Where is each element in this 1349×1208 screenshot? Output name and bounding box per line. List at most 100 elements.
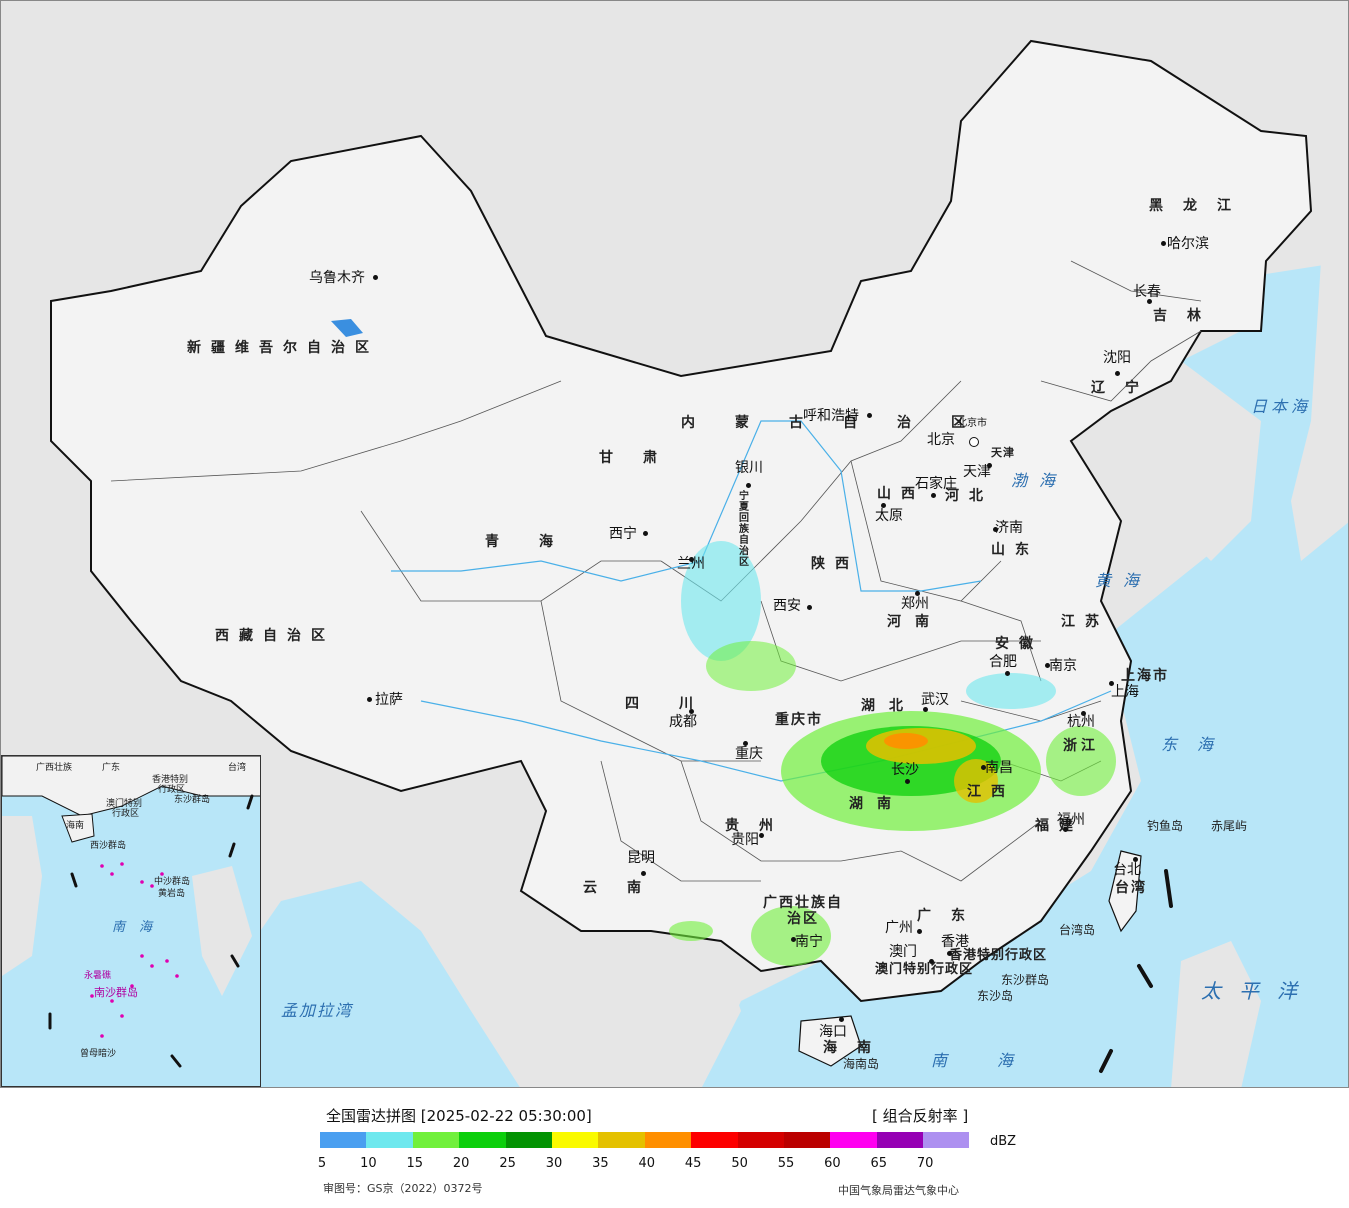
city-dot [1063, 827, 1068, 832]
review-number: 审图号：GS京（2022）0372号 [323, 1182, 483, 1195]
credit-text: 中国气象局雷达气象中心 [838, 1184, 959, 1197]
legend-product: [ 组合反射率 ] [872, 1107, 969, 1125]
city-dot [373, 275, 378, 280]
color-scale-segment [783, 1132, 831, 1148]
island-label-dongsha-islands: 东沙群岛 [1001, 973, 1050, 987]
city-label-hohhot: 呼和浩特 [803, 408, 859, 424]
city-label-changsha: 长沙 [891, 762, 919, 778]
color-scale-tick-label: 40 [638, 1156, 656, 1171]
city-dot [367, 697, 372, 702]
color-scale-tick-label: 60 [824, 1156, 841, 1171]
sea-label-japan: 日本海 [1251, 397, 1312, 416]
inset-label-huangyan: 黄岩岛 [158, 889, 186, 899]
province-label-ningxia: 宁夏回族自治区 [739, 491, 749, 568]
city-dot [1115, 371, 1120, 376]
province-label-shaanxi: 陕西 [811, 556, 859, 572]
city-dot [759, 833, 764, 838]
province-label-anhui: 安徽 [995, 636, 1043, 652]
capital-marker [969, 437, 979, 447]
city-label-taiyuan: 太原 [875, 508, 903, 524]
city-dot [987, 463, 992, 468]
inset-label-guangxi: 广西壮族 [36, 763, 73, 773]
province-label-shanghai: 上海市 [1121, 668, 1169, 684]
island-label-hainan: 海南岛 [843, 1057, 880, 1071]
city-dot [807, 605, 812, 610]
city-label-shijiazhuang: 石家庄 [915, 476, 957, 492]
color-scale-segment [598, 1132, 645, 1148]
province-label-guangxi: 广西壮族自治区 [763, 895, 843, 927]
land-japan [1291, 242, 1348, 561]
inset-label-xisha: 西沙群岛 [90, 841, 127, 851]
city-label-guiyang: 贵阳 [731, 832, 759, 848]
south-china-sea-inset: 广东 台湾 广西壮族 澳门特别 行政区 香港特别 行政区 东沙群岛 海南 西沙群… [1, 755, 261, 1087]
map-canvas [50, 39, 1348, 1087]
province-label-xizang: 西藏自治区 [215, 628, 335, 644]
inset-label-nansha: 南沙群岛 [94, 986, 138, 999]
sea-label-huanghai: 黄海 [1095, 571, 1152, 590]
nine-dash-line [1099, 869, 1173, 1073]
color-scale-tick-label: 20 [452, 1156, 470, 1171]
city-label-xian: 西安 [773, 598, 801, 614]
province-label-zhejiang: 浙江 [1063, 738, 1099, 754]
city-label-hongkong: 香港 [941, 934, 969, 950]
color-scale-segment [366, 1132, 413, 1148]
city-dot [867, 413, 872, 418]
city-dot [947, 951, 952, 956]
city-label-jinan: 济南 [995, 520, 1023, 536]
city-label-lanzhou: 兰州 [677, 556, 705, 572]
inset-label-macau-2: 行政区 [112, 809, 140, 819]
taiwan-island [1108, 850, 1142, 933]
province-label-hainan: 海南 [823, 1040, 891, 1056]
lake-bosten [331, 319, 363, 337]
province-label-jiangsu: 江苏 [1061, 614, 1109, 630]
color-scale-segment [412, 1132, 460, 1148]
echo-green-zhejiang [1046, 726, 1116, 796]
sea-area [701, 261, 1348, 1087]
city-label-beijing: 北京 [927, 432, 955, 448]
city-dot [1147, 299, 1152, 304]
color-scale-bar [320, 1132, 970, 1148]
city-label-haikou: 海口 [819, 1024, 847, 1040]
island-label-taiwan: 台湾岛 [1059, 923, 1096, 937]
city-label-nanjing: 南京 [1049, 658, 1077, 674]
color-scale-tick-label: 55 [777, 1156, 795, 1171]
city-label-harbin: 哈尔滨 [1167, 236, 1209, 252]
city-label-nanning: 南宁 [795, 934, 823, 950]
province-label-hubei: 湖北 [861, 698, 917, 714]
color-scale-tick-label: 30 [545, 1156, 563, 1171]
inset-label-hainan: 海南 [66, 821, 85, 831]
color-scale-segment [459, 1132, 506, 1148]
radar-echoes [669, 541, 1116, 966]
province-label-gansu: 甘肃 [599, 450, 687, 466]
city-dot [643, 531, 648, 536]
province-label-taiwan: 台湾 [1115, 880, 1147, 896]
echo-yellow-jiangxi [954, 759, 998, 803]
province-label-sichuan: 四川 [625, 696, 733, 712]
city-dot [1133, 857, 1138, 862]
city-label-xining: 西宁 [609, 526, 637, 542]
province-label-hunan: 湖南 [849, 796, 905, 812]
city-label-zhengzhou: 郑州 [901, 596, 929, 612]
sea-label-pacific: 太平洋 [1201, 979, 1315, 1003]
inset-label-taiwan: 台湾 [228, 763, 247, 773]
echo-green-yunnan [669, 921, 713, 941]
city-dot [791, 937, 796, 942]
city-dot [689, 709, 694, 714]
echo-green-guangxi [751, 906, 831, 966]
city-dot [905, 779, 910, 784]
color-scale-segment [320, 1132, 367, 1148]
color-scale-segment [505, 1132, 552, 1148]
city-label-chongqing: 重庆 [735, 746, 763, 762]
city-dot [981, 765, 986, 770]
province-label-shanxi: 山西 [877, 486, 925, 502]
inset-label-zengmu: 曾母暗沙 [80, 1049, 117, 1059]
map-frame: 新疆维吾尔自治区 西藏自治区 青海 甘肃 内蒙古自治区 黑龙江 吉林 辽宁 河北… [0, 0, 1349, 1088]
land-philippines [1171, 941, 1261, 1087]
color-scale-segment [876, 1132, 924, 1148]
city-label-beijing-shi: 北京市 [957, 418, 987, 429]
city-dot [923, 707, 928, 712]
sea-label-bengal: 孟加拉湾 [281, 1001, 354, 1020]
city-label-hangzhou: 杭州 [1067, 714, 1095, 730]
island-label-diaoyu: 钓鱼岛 [1147, 819, 1184, 833]
color-scale-segment [644, 1132, 692, 1148]
